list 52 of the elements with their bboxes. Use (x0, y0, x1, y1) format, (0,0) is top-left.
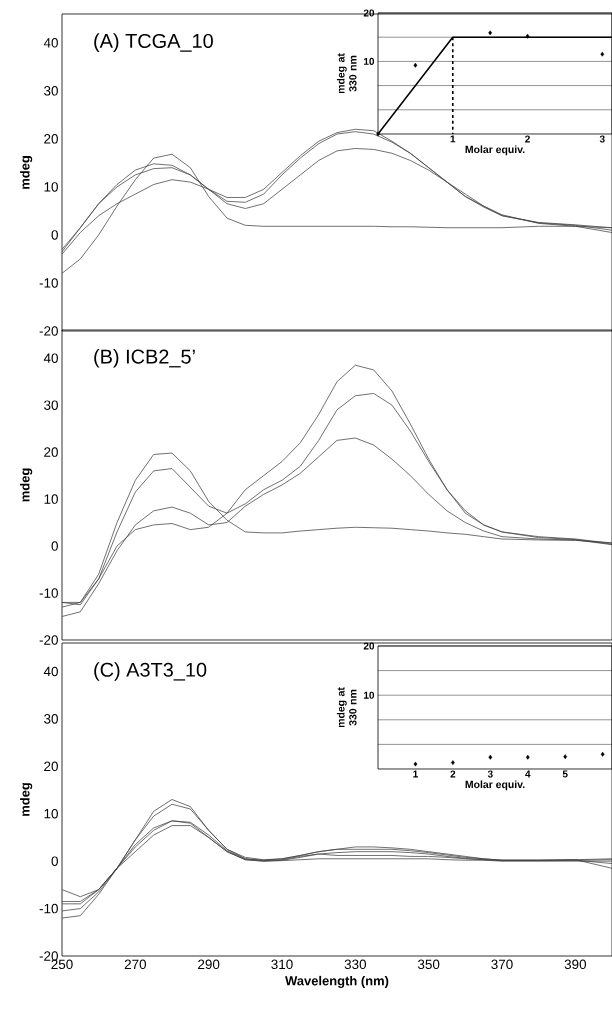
y-tick-label: 20 (363, 9, 375, 17)
x-tick-label: 290 (198, 959, 220, 970)
x-tick-label: 310 (271, 959, 293, 970)
y-tick-label: 10 (364, 57, 375, 65)
y-tick-label: 40 (43, 666, 58, 677)
x-tick-label: 4 (525, 770, 531, 778)
y-axis-title: mdeg (20, 156, 33, 189)
x-tick-label: 250 (51, 959, 73, 970)
x-tick-label: 5 (562, 770, 568, 778)
y-tick-label: 10 (44, 182, 58, 192)
x-tick-label: 370 (491, 959, 513, 970)
y-tick-label: 0 (51, 541, 58, 551)
y-tick-label: -10 (39, 278, 58, 288)
y-tick-label: 10 (44, 808, 58, 819)
y-tick-label: 30 (44, 714, 58, 724)
y-axis-title: mdeg at 330 nm (336, 53, 357, 94)
x-tick-label: 1 (413, 770, 418, 778)
y-tick-label: 30 (44, 86, 58, 96)
y-tick-label: -10 (39, 588, 58, 598)
annotation: (B) ICB2_5’ (94, 349, 195, 368)
y-tick-label: 40 (43, 38, 58, 48)
x-tick-label: 1 (450, 135, 456, 143)
y-axis-title: mdeg (20, 783, 33, 816)
y-tick-label: 0 (51, 856, 58, 866)
y-axis-title: mdeg (20, 468, 33, 502)
annotation: (C) A3T3_10 (94, 662, 207, 681)
y-tick-label: 10 (44, 494, 58, 504)
y-tick-label: 20 (44, 134, 58, 144)
y-tick-label: 20 (363, 642, 375, 650)
y-tick-label: 30 (44, 400, 58, 410)
x-axis-title: Molar equiv. (465, 780, 525, 791)
x-tick-label: 2 (450, 770, 456, 778)
x-tick-label: 3 (599, 135, 605, 143)
y-tick-label: -10 (39, 903, 58, 914)
x-tick-label: 2 (525, 135, 530, 143)
y-axis-title: mdeg at 330 nm (336, 687, 357, 728)
annotation: (A) TCGA_10 (94, 33, 213, 52)
x-tick-label: 270 (124, 959, 147, 970)
x-axis-title: Molar equiv. (465, 145, 525, 156)
y-tick-label: -20 (39, 951, 58, 961)
y-tick-label: -20 (39, 635, 58, 645)
x-tick-label: 330 (344, 959, 367, 970)
x-tick-label: 390 (564, 959, 587, 970)
x-tick-label: 350 (417, 959, 440, 970)
y-tick-label: 20 (44, 761, 58, 772)
x-axis-title: Wavelength (nm) (285, 975, 389, 989)
y-tick-label: 10 (364, 691, 375, 699)
y-tick-label: 20 (44, 447, 58, 457)
x-tick-label: 3 (487, 770, 493, 778)
y-tick-label: 40 (43, 353, 58, 363)
y-tick-label: -20 (39, 326, 58, 336)
y-tick-label: 0 (51, 230, 58, 240)
